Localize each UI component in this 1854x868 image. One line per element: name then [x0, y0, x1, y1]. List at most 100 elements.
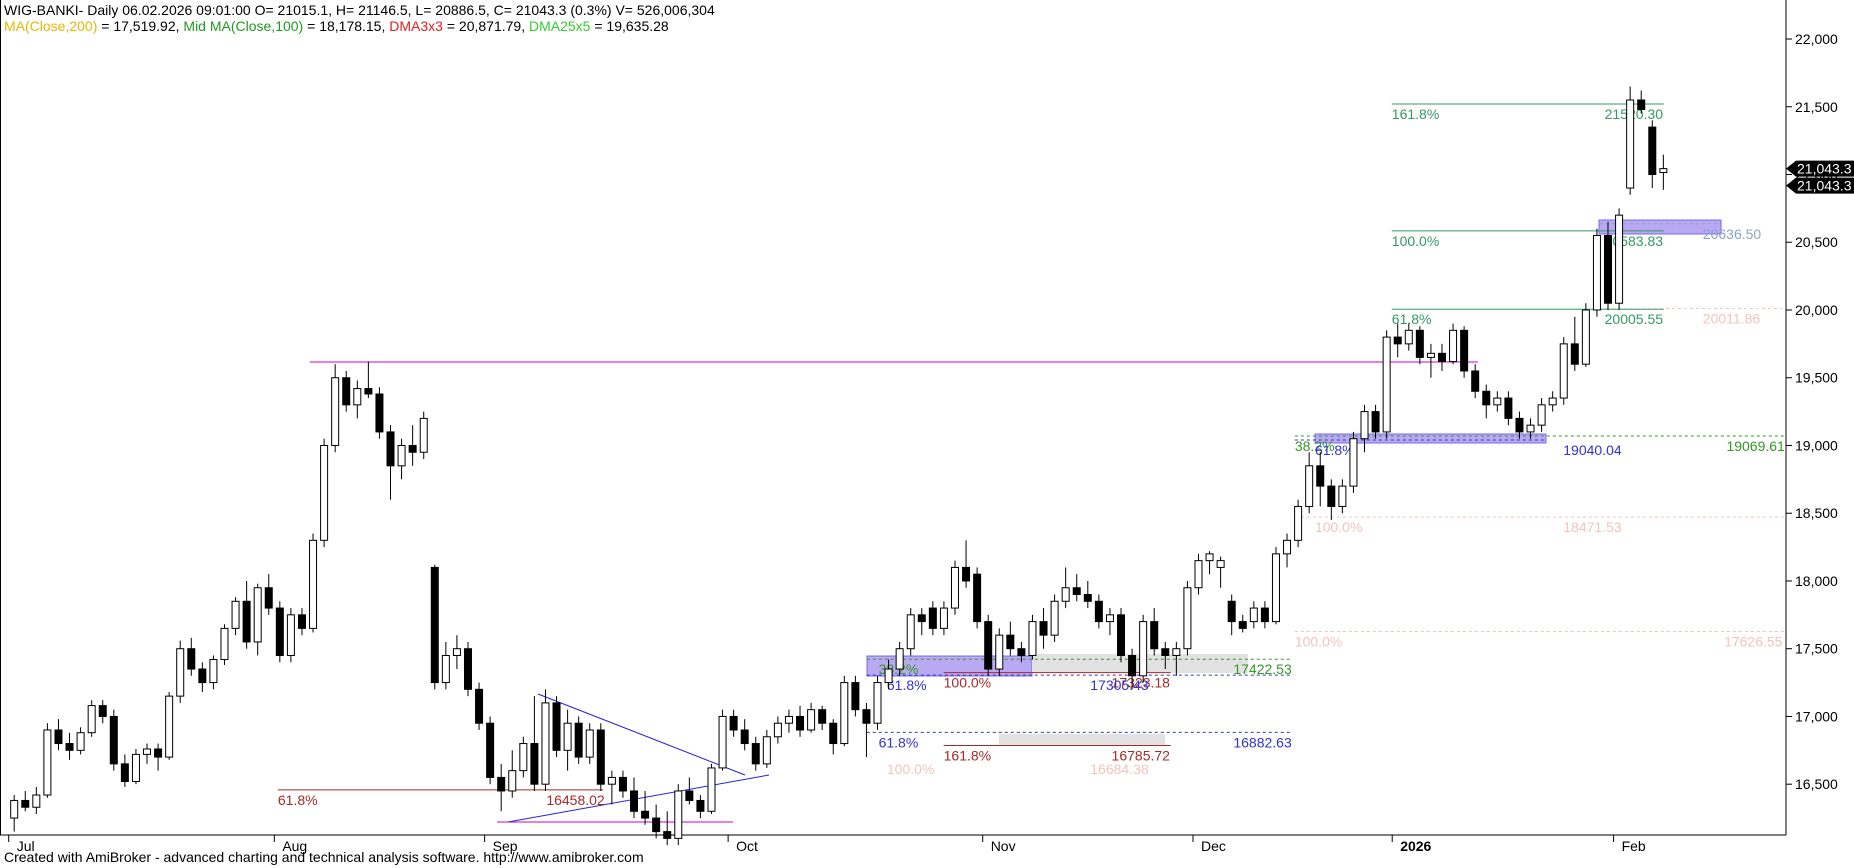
indicator-name: MA(Close,200)	[4, 18, 97, 34]
candle-body	[1449, 329, 1458, 362]
candle-body	[1371, 411, 1380, 433]
candle-body	[1415, 329, 1424, 358]
candle-body	[1050, 600, 1059, 636]
candle-body	[1581, 309, 1590, 365]
candle-body	[1283, 539, 1292, 555]
x-tick-label: 2026	[1400, 838, 1431, 854]
candle-body	[165, 695, 174, 758]
candle-body	[1515, 417, 1524, 433]
y-tick-label: 20,000	[1795, 302, 1838, 318]
candle-body	[973, 573, 982, 623]
candle-body	[1548, 397, 1557, 406]
candle-body	[1615, 214, 1624, 304]
candle-body	[1072, 587, 1081, 596]
indicator-value: = 17,519.92,	[97, 18, 183, 34]
candle-body	[1305, 465, 1314, 507]
candle-body	[1327, 485, 1336, 507]
candle-body	[1360, 411, 1369, 440]
candle-body	[618, 776, 627, 792]
candle-body	[397, 444, 406, 467]
price-tag	[1786, 177, 1854, 194]
level-percent: 100.0%	[1315, 519, 1362, 535]
candle-body	[463, 648, 472, 690]
candle-body	[596, 729, 605, 785]
candle-body	[840, 682, 849, 745]
candle-body	[176, 648, 185, 697]
y-tick-label: 16,500	[1795, 776, 1838, 792]
candle-body	[275, 607, 284, 656]
candle-body	[1017, 648, 1026, 656]
candle-body	[740, 729, 749, 745]
level-percent: 61.8%	[278, 792, 318, 808]
candle-body	[1216, 560, 1225, 568]
x-tick-label: Jul	[17, 838, 35, 854]
candle-body	[475, 688, 484, 724]
candle-body	[143, 748, 152, 755]
indicator-name: DMA3x3	[389, 18, 443, 34]
level-price: 19040.04	[1563, 442, 1622, 458]
level-price: 16785.72	[1112, 747, 1171, 763]
candle-body	[1172, 648, 1181, 656]
candle-body	[773, 722, 782, 738]
candle-body	[1006, 634, 1015, 650]
x-tick-label: Nov	[991, 838, 1016, 854]
candle-body	[884, 668, 893, 684]
y-tick-label: 19,500	[1795, 370, 1838, 386]
candle-body	[10, 799, 19, 819]
candle-body	[65, 743, 74, 751]
candle-body	[696, 799, 705, 812]
candle-body	[1117, 614, 1126, 656]
candle-body	[441, 654, 450, 684]
y-tick-label: 22,000	[1795, 31, 1838, 47]
x-tick-label: Dec	[1201, 838, 1226, 854]
candle-body	[995, 634, 1004, 670]
indicator-name: Mid MA(Close,100)	[183, 18, 303, 34]
candle-body	[607, 776, 616, 785]
y-tick-label: 18,000	[1795, 573, 1838, 589]
level-percent: 61.8%	[1315, 442, 1355, 458]
candle-body	[1393, 336, 1402, 345]
candle-body	[342, 377, 351, 406]
candle-body	[198, 668, 207, 684]
level-percent: 161.8%	[1392, 106, 1439, 122]
x-tick-label: Oct	[736, 838, 758, 854]
level-price: 20583.83	[1605, 233, 1664, 249]
candle-body	[120, 763, 129, 782]
candle-body	[1294, 505, 1303, 541]
candle-body	[486, 722, 495, 778]
candle-body	[297, 614, 306, 629]
candle-body	[1426, 352, 1435, 358]
candle-body	[1559, 343, 1568, 399]
candle-body	[829, 722, 838, 745]
candle-body	[663, 831, 672, 839]
candle-body	[320, 444, 329, 541]
candle-body	[1659, 168, 1668, 173]
level-price: 18471.53	[1563, 519, 1622, 535]
y-tick-label: 17,000	[1795, 708, 1838, 724]
candle-body	[131, 753, 140, 782]
level-price: 16458.02	[546, 792, 605, 808]
candle-body	[1028, 621, 1037, 656]
indicator-value: = 18,178.15,	[303, 18, 389, 34]
candle-body	[87, 705, 96, 734]
candle-body	[519, 743, 528, 772]
candle-body	[1139, 621, 1148, 677]
candle-body	[563, 722, 572, 751]
candle-body	[552, 702, 561, 751]
candle-body	[98, 705, 107, 717]
candle-body	[1061, 587, 1070, 602]
candle-body	[1349, 438, 1358, 487]
price-tag-label: 21,043.3	[1797, 161, 1852, 177]
candle-body	[1437, 352, 1446, 362]
candle-body	[1105, 614, 1114, 623]
candle-body	[796, 715, 805, 731]
candle-body	[286, 614, 295, 656]
candle-body	[419, 417, 428, 453]
level-percent: 161.8%	[944, 747, 991, 763]
level-percent: 61.8%	[1392, 311, 1432, 327]
level-percent: 100.0%	[1295, 634, 1342, 650]
candle-body	[1537, 404, 1546, 426]
level-percent: 100.0%	[887, 761, 934, 777]
candle-body	[906, 614, 915, 650]
